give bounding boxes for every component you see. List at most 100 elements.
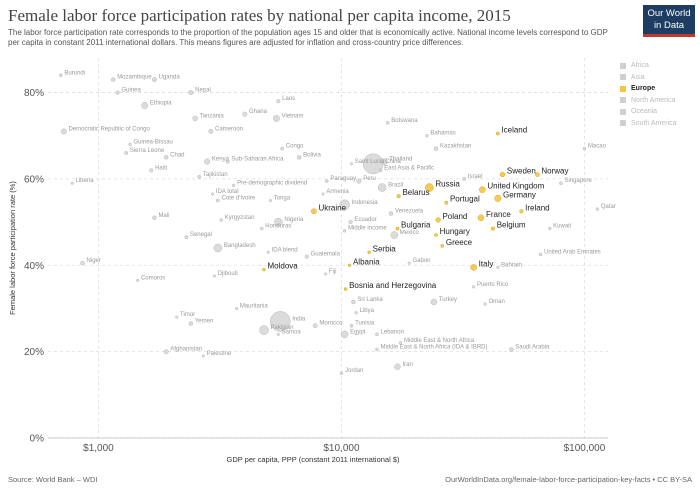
y-tick-label: 80% bbox=[24, 88, 44, 99]
point-timor bbox=[175, 315, 179, 319]
point-thailand bbox=[380, 158, 388, 165]
label-comoros: Comoros bbox=[141, 275, 165, 281]
chart-legend: Africa Asia Europe North America Oceania Sout… bbox=[620, 60, 677, 129]
legend-label: North America bbox=[631, 96, 676, 104]
label-nepal: Nepal bbox=[195, 88, 211, 94]
point-paraguay bbox=[324, 179, 329, 183]
label-jordan: Jordan bbox=[345, 368, 363, 374]
label-albania: Albania bbox=[353, 257, 380, 266]
point-yemen bbox=[188, 321, 194, 326]
label-east-asia-pacific: East Asia & Pacific bbox=[384, 165, 434, 171]
label-democratic-republic-of-congo: Democratic Republic of Congo bbox=[68, 126, 150, 132]
point-libya bbox=[354, 311, 358, 315]
point-kuwait bbox=[548, 226, 552, 231]
label-sweden: Sweden bbox=[507, 167, 536, 176]
label-france: France bbox=[486, 210, 511, 219]
point-belarus bbox=[396, 194, 401, 199]
point-armenia bbox=[321, 192, 325, 196]
label-ghana: Ghana bbox=[249, 109, 268, 115]
label-indonesia: Indonesia bbox=[352, 200, 379, 206]
point-mauritania bbox=[234, 306, 239, 311]
label-laos: Laos bbox=[282, 96, 295, 102]
point-guatemala bbox=[304, 254, 309, 259]
point-kyrgyzstan bbox=[219, 218, 224, 222]
y-tick-label: 0% bbox=[30, 434, 45, 445]
label-hungary: Hungary bbox=[440, 227, 470, 236]
point-samoa bbox=[276, 332, 280, 336]
point-hungary bbox=[434, 233, 438, 237]
point-morocco bbox=[312, 323, 318, 329]
legend-item-africa[interactable]: Africa bbox=[620, 60, 677, 72]
point-egypt bbox=[340, 330, 349, 339]
label-uganda: Uganda bbox=[159, 75, 181, 81]
point-saudi-arabia bbox=[509, 347, 514, 352]
label-venezuela: Venezuela bbox=[395, 208, 424, 214]
legend-swatch bbox=[620, 108, 626, 115]
source-url[interactable]: OurWorldInData.org/female-labor-force-pa… bbox=[445, 475, 692, 484]
label-sri-lanka: Sri Lanka bbox=[357, 297, 383, 303]
legend-item-south-america[interactable]: South America bbox=[620, 118, 677, 130]
point-middle-east-north-africa-ida-ibrd bbox=[375, 347, 379, 352]
label-ida-total: IDA total bbox=[216, 189, 239, 195]
label-middle-east-north-africa: Middle East & North Africa bbox=[404, 338, 475, 344]
point-nepal bbox=[188, 89, 194, 96]
label-united-arab-emirates: United Arab Emirates bbox=[544, 249, 601, 255]
point-macao bbox=[582, 146, 587, 151]
label-serbia: Serbia bbox=[373, 244, 397, 253]
label-armenia: Armenia bbox=[326, 189, 349, 195]
legend-item-asia[interactable]: Asia bbox=[620, 72, 677, 84]
legend-item-europe[interactable]: Europe bbox=[620, 83, 677, 95]
label-vietnam: Vietnam bbox=[282, 113, 304, 119]
label-honduras: Honduras bbox=[265, 224, 291, 230]
owid-logo[interactable]: Our World in Data bbox=[643, 5, 695, 37]
point-niger bbox=[80, 260, 85, 266]
point-albania bbox=[347, 263, 352, 267]
point-norway bbox=[535, 172, 540, 177]
label-kenya: Kenya bbox=[212, 157, 230, 163]
label-chad: Chad bbox=[170, 152, 184, 158]
point-serbia bbox=[367, 250, 371, 255]
label-china: China bbox=[385, 159, 401, 165]
legend-item-oceania[interactable]: Oceania bbox=[620, 106, 677, 118]
point-france bbox=[477, 214, 485, 222]
label-mali: Mali bbox=[158, 213, 169, 219]
point-ida-blend bbox=[266, 250, 270, 254]
legend-label: Europe bbox=[631, 85, 656, 93]
label-libya: Libya bbox=[360, 308, 375, 314]
label-middle-income: Middle income bbox=[348, 226, 387, 232]
point-ida-total bbox=[211, 192, 215, 196]
point-italy bbox=[470, 264, 477, 271]
point-iran bbox=[394, 363, 401, 370]
point-chad bbox=[163, 155, 169, 160]
label-brazil: Brazil bbox=[388, 183, 403, 189]
point-mozambique bbox=[110, 77, 116, 82]
source-note: Source: World Bank – WDI bbox=[8, 475, 98, 484]
point-belgium bbox=[490, 226, 495, 231]
label-sub-saharan-africa: Sub-Saharan Africa bbox=[231, 157, 284, 163]
point-bahrain bbox=[496, 265, 500, 269]
point-mali bbox=[152, 215, 157, 221]
point-djibouti bbox=[212, 274, 216, 278]
label-liberia: Liberia bbox=[76, 178, 95, 184]
y-tick-label: 40% bbox=[24, 261, 44, 272]
point-senegal bbox=[184, 235, 189, 240]
legend-item-north-america[interactable]: North America bbox=[620, 95, 677, 107]
point-india bbox=[270, 311, 291, 332]
point-ethiopia bbox=[141, 102, 149, 109]
x-axis-title: GDP per capita, PPP (constant 2011 inter… bbox=[226, 455, 400, 464]
label-poland: Poland bbox=[442, 212, 467, 221]
label-ida-blend: IDA blend bbox=[272, 247, 298, 253]
label-nigeria: Nigeria bbox=[284, 217, 304, 223]
point-cameroon bbox=[208, 128, 214, 134]
label-haiti: Haiti bbox=[155, 165, 167, 171]
point-ghana bbox=[242, 111, 248, 117]
y-tick-label: 20% bbox=[24, 347, 44, 358]
point-russia bbox=[425, 183, 434, 192]
label-palestine: Palestine bbox=[207, 351, 232, 357]
label-moldova: Moldova bbox=[267, 262, 298, 271]
label-norway: Norway bbox=[541, 167, 568, 176]
label-guatemala: Guatemala bbox=[311, 252, 341, 258]
point-saint-lucia bbox=[349, 162, 354, 166]
point-uganda bbox=[151, 77, 157, 83]
label-saint-lucia: Saint Lucia bbox=[355, 159, 385, 165]
